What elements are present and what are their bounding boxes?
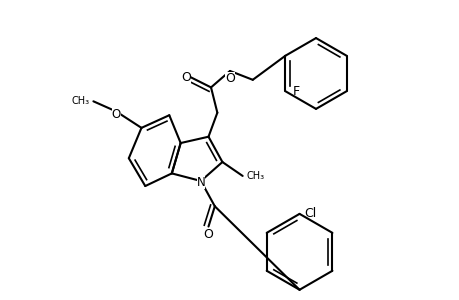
- Text: N: N: [196, 176, 205, 189]
- Text: F: F: [292, 85, 299, 98]
- Text: CH₃: CH₃: [71, 96, 90, 106]
- Text: O: O: [111, 108, 121, 121]
- Text: O: O: [203, 228, 213, 241]
- Text: Cl: Cl: [304, 207, 316, 220]
- Text: O: O: [180, 71, 190, 84]
- Text: O: O: [224, 72, 235, 85]
- Text: CH₃: CH₃: [246, 171, 264, 181]
